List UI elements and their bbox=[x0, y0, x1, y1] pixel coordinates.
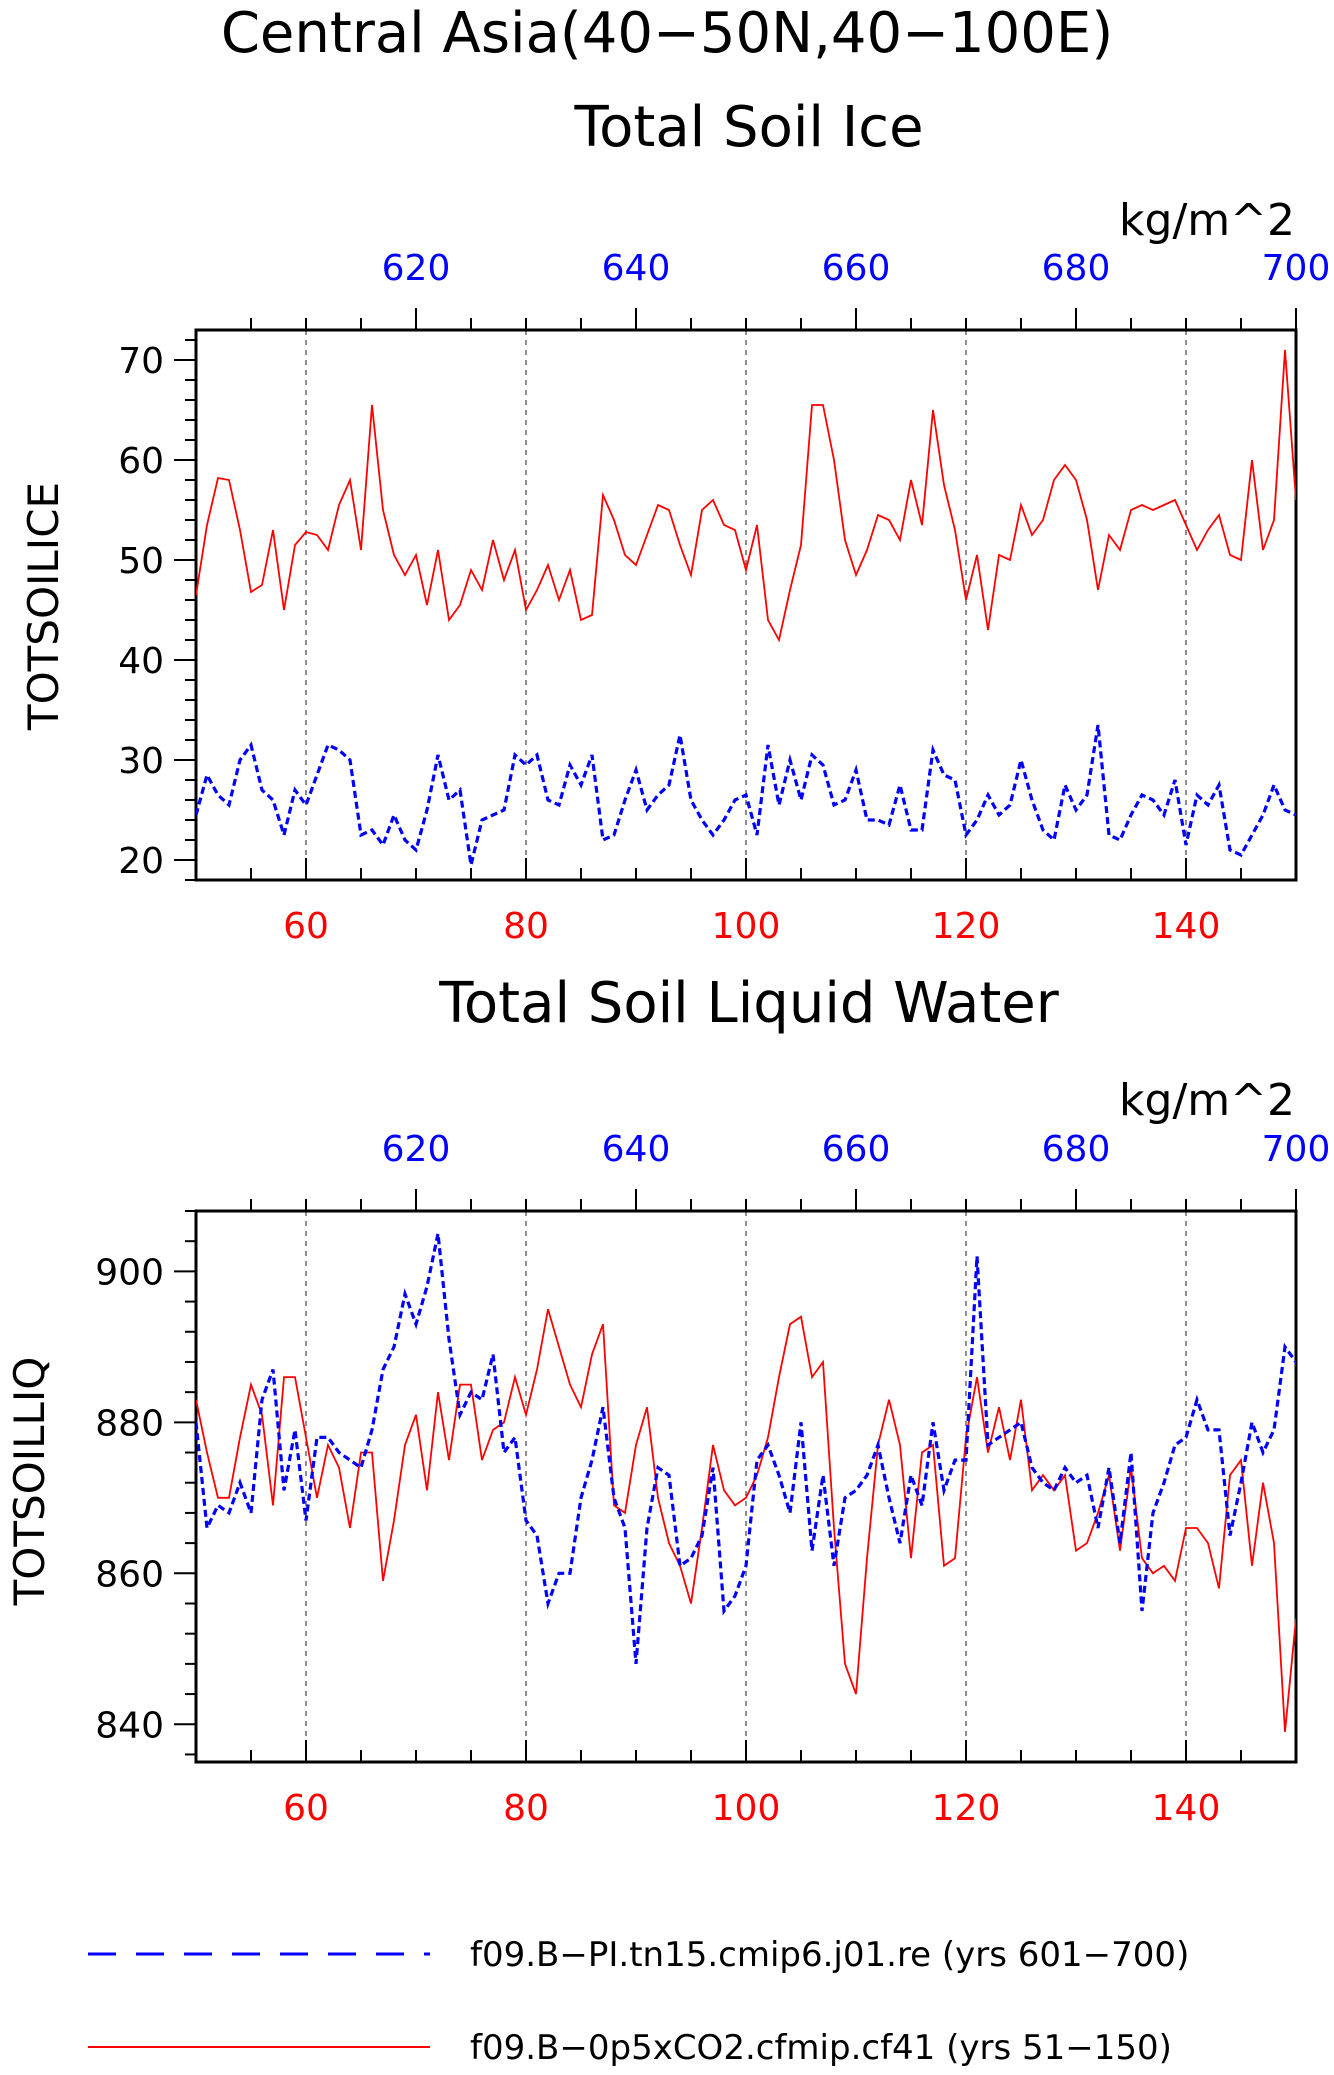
soil-ice-xtick-label-top: 680 bbox=[1042, 248, 1111, 289]
soil-ice-ytick-label: 20 bbox=[118, 841, 164, 882]
soil-liquid-series-0p5xco2-line bbox=[196, 1308, 1296, 1732]
soil-liquid-xtick-label-top: 660 bbox=[822, 1129, 891, 1170]
soil-liquid-xtick-label-top: 620 bbox=[382, 1129, 451, 1170]
soil-liquid-xtick-label-bottom: 100 bbox=[712, 1788, 781, 1829]
soil-liquid-axes: 60 80 100 120 140 620 640 660 680 700 840 860 880 900 bbox=[95, 1129, 1330, 1829]
soil-liquid-xtick-label-bottom: 60 bbox=[283, 1788, 329, 1829]
soil-ice-xtick-label-top: 700 bbox=[1262, 248, 1331, 289]
legend: f09.B−PI.tn15.cmip6.j01.re (yrs 601−700)… bbox=[88, 1935, 1189, 2068]
soil-ice-title: Total Soil Ice bbox=[573, 95, 923, 160]
soil-ice-axes: 60 80 100 120 140 620 640 660 680 700 20 30 40 50 60 70 bbox=[118, 248, 1330, 947]
soil-ice-xtick-label-bottom: 80 bbox=[503, 906, 549, 947]
soil-ice-ytick-label: 70 bbox=[118, 341, 164, 382]
soil-ice-series-0p5xco2-line bbox=[196, 349, 1296, 643]
soil-ice-xtick-label-top: 640 bbox=[602, 248, 671, 289]
soil-ice-xtick-label-bottom: 120 bbox=[932, 906, 1001, 947]
soil-ice-xtick-label-bottom: 60 bbox=[283, 906, 329, 947]
soil-ice-ytick-label: 60 bbox=[118, 441, 164, 482]
soil-liquid-xtick-label-bottom: 120 bbox=[932, 1788, 1001, 1829]
soil-ice-ytick-label: 50 bbox=[118, 541, 164, 582]
soil-liquid-panel: Total Soil Liquid Water kg/m^2 TOTSOILLI… bbox=[5, 971, 1330, 1829]
soil-liquid-units: kg/m^2 bbox=[1119, 1075, 1295, 1126]
soil-liquid-series-pi-line bbox=[196, 1233, 1296, 1665]
soil-liquid-ylabel: TOTSOILLIQ bbox=[5, 1357, 54, 1607]
soil-liquid-plot-area bbox=[196, 1233, 1296, 1732]
soil-ice-xtick-label-top: 660 bbox=[822, 248, 891, 289]
legend-label-0p5xco2: f09.B−0p5xCO2.cfmip.cf41 (yrs 51−150) bbox=[470, 2028, 1172, 2068]
soil-ice-units: kg/m^2 bbox=[1119, 195, 1295, 246]
soil-ice-plot-area bbox=[196, 349, 1296, 866]
soil-liquid-ytick-label: 840 bbox=[95, 1705, 164, 1746]
soil-liquid-ytick-label: 860 bbox=[95, 1554, 164, 1595]
soil-ice-ytick-label: 30 bbox=[118, 741, 164, 782]
figure-title: Central Asia(40−50N,40−100E) bbox=[221, 1, 1113, 66]
soil-ice-panel: Total Soil Ice kg/m^2 TOTSOILICE 60 80 100… bbox=[19, 95, 1330, 947]
soil-liquid-xtick-label-bottom: 140 bbox=[1152, 1788, 1221, 1829]
soil-liquid-ytick-label: 880 bbox=[95, 1403, 164, 1444]
soil-ice-ylabel: TOTSOILICE bbox=[19, 482, 68, 731]
soil-liquid-frame bbox=[194, 1209, 1298, 1764]
soil-liquid-xtick-label-top: 700 bbox=[1262, 1129, 1331, 1170]
soil-liquid-xtick-label-top: 680 bbox=[1042, 1129, 1111, 1170]
soil-liquid-title: Total Soil Liquid Water bbox=[438, 971, 1060, 1036]
soil-ice-frame bbox=[194, 328, 1298, 882]
soil-ice-ytick-label: 40 bbox=[118, 641, 164, 682]
soil-liquid-ytick-label: 900 bbox=[95, 1252, 164, 1293]
legend-label-pi: f09.B−PI.tn15.cmip6.j01.re (yrs 601−700) bbox=[470, 1935, 1189, 1975]
soil-liquid-xtick-label-bottom: 80 bbox=[503, 1788, 549, 1829]
soil-ice-series-pi-line bbox=[196, 724, 1296, 866]
soil-ice-xtick-label-bottom: 140 bbox=[1152, 906, 1221, 947]
soil-ice-xtick-label-bottom: 100 bbox=[712, 906, 781, 947]
soil-liquid-xtick-label-top: 640 bbox=[602, 1129, 671, 1170]
soil-ice-xtick-label-top: 620 bbox=[382, 248, 451, 289]
